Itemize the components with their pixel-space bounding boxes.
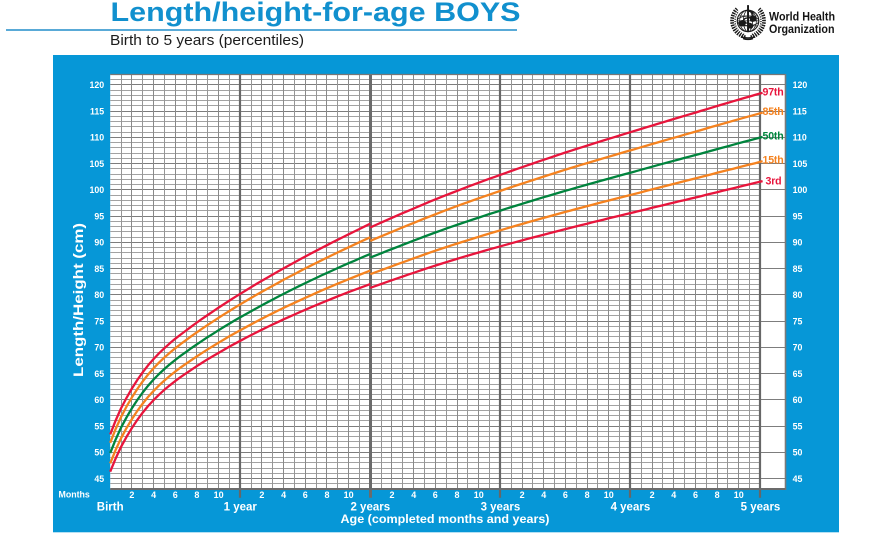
svg-text:Birth: Birth	[97, 502, 124, 514]
svg-text:5 years: 5 years	[741, 502, 781, 514]
svg-text:85: 85	[793, 264, 803, 274]
svg-text:55: 55	[793, 421, 803, 431]
svg-text:Age (completed months and year: Age (completed months and years)	[341, 513, 550, 526]
svg-text:6: 6	[563, 490, 568, 500]
svg-text:10: 10	[214, 490, 224, 500]
svg-text:4: 4	[671, 490, 676, 500]
svg-text:1 year: 1 year	[224, 502, 258, 514]
svg-text:110: 110	[793, 133, 807, 143]
svg-text:85: 85	[94, 264, 104, 274]
svg-text:4: 4	[541, 490, 546, 500]
svg-text:10: 10	[344, 490, 354, 500]
svg-text:6: 6	[693, 490, 698, 500]
svg-text:10: 10	[604, 490, 614, 500]
svg-text:8: 8	[454, 490, 459, 500]
svg-text:50th: 50th	[763, 131, 784, 143]
svg-text:2: 2	[129, 490, 134, 500]
svg-text:4: 4	[281, 490, 286, 500]
svg-text:15th: 15th	[763, 155, 784, 167]
svg-text:4: 4	[151, 490, 156, 500]
svg-text:3rd: 3rd	[766, 176, 782, 188]
svg-text:115: 115	[90, 106, 104, 116]
svg-text:8: 8	[324, 490, 329, 500]
svg-text:95: 95	[94, 211, 104, 221]
svg-text:45: 45	[94, 474, 104, 484]
svg-text:Length/Height (cm): Length/Height (cm)	[70, 223, 86, 377]
svg-text:2: 2	[389, 490, 394, 500]
svg-text:100: 100	[793, 185, 808, 195]
svg-text:8: 8	[715, 490, 720, 500]
svg-text:50: 50	[793, 448, 803, 458]
svg-text:45: 45	[793, 474, 803, 484]
svg-text:Length/height-for-age BOYS: Length/height-for-age BOYS	[111, 0, 521, 27]
svg-text:6: 6	[433, 490, 438, 500]
svg-text:3 years: 3 years	[481, 502, 521, 514]
svg-text:80: 80	[94, 290, 104, 300]
svg-text:105: 105	[793, 159, 808, 169]
svg-text:8: 8	[194, 490, 199, 500]
svg-text:4: 4	[411, 490, 416, 500]
svg-text:100: 100	[90, 185, 105, 195]
svg-text:120: 120	[793, 80, 808, 90]
svg-text:60: 60	[793, 395, 803, 405]
svg-text:10: 10	[474, 490, 484, 500]
svg-text:65: 65	[793, 369, 803, 379]
svg-text:95: 95	[793, 211, 803, 221]
svg-text:60: 60	[94, 395, 104, 405]
svg-text:85th: 85th	[763, 106, 784, 118]
svg-text:Organization: Organization	[769, 22, 835, 36]
svg-text:65: 65	[94, 369, 104, 379]
svg-text:6: 6	[173, 490, 178, 500]
svg-text:2: 2	[259, 490, 264, 500]
svg-text:70: 70	[94, 343, 104, 353]
svg-text:Birth to 5 years (percentiles): Birth to 5 years (percentiles)	[110, 33, 304, 49]
svg-text:8: 8	[585, 490, 590, 500]
svg-text:97th: 97th	[763, 87, 784, 99]
svg-text:World Health: World Health	[769, 9, 835, 23]
svg-text:75: 75	[94, 316, 104, 326]
svg-text:115: 115	[793, 106, 807, 116]
svg-text:80: 80	[793, 290, 803, 300]
svg-text:75: 75	[793, 316, 803, 326]
svg-text:55: 55	[94, 421, 104, 431]
svg-text:105: 105	[90, 159, 105, 169]
svg-text:90: 90	[94, 238, 104, 248]
svg-text:2: 2	[520, 490, 525, 500]
svg-text:2: 2	[650, 490, 655, 500]
svg-text:70: 70	[793, 343, 803, 353]
svg-text:110: 110	[90, 133, 104, 143]
svg-text:10: 10	[734, 490, 744, 500]
svg-text:120: 120	[90, 80, 105, 90]
svg-text:50: 50	[94, 448, 104, 458]
svg-text:2 years: 2 years	[350, 502, 390, 514]
svg-text:6: 6	[303, 490, 308, 500]
svg-text:90: 90	[793, 238, 803, 248]
svg-text:Months: Months	[59, 490, 90, 500]
svg-text:4 years: 4 years	[611, 502, 651, 514]
